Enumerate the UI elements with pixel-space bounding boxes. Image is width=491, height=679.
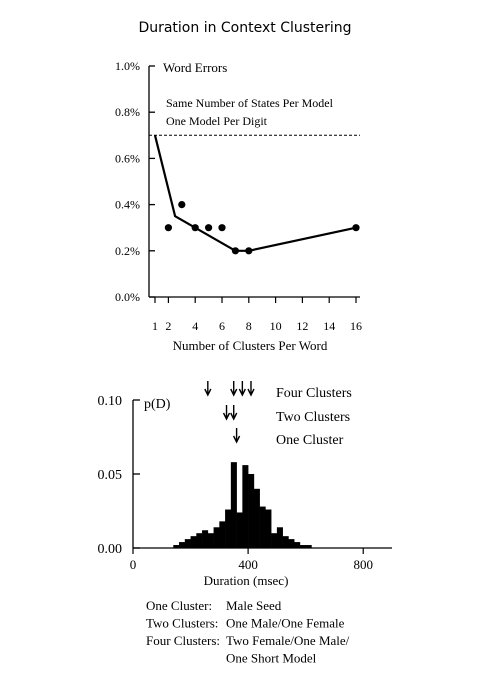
histogram-bar [242,465,249,548]
legend-key: One Cluster: [146,598,212,613]
histogram-bar [236,512,243,548]
cluster-arrow [230,381,238,397]
top-y-tick-label: 1.0% [115,59,140,73]
histogram-bar [184,539,191,548]
histogram-bar [213,527,220,548]
histogram-bar [271,533,278,548]
legend-value: One Short Model [226,651,317,666]
top-y-axis-label: Word Errors [163,60,227,75]
top-x-tick-label: 10 [270,319,282,333]
cluster-arrow [222,405,231,421]
top-x-axis-label: Number of Clusters Per Word [173,338,328,353]
histogram-bar [173,545,180,548]
top-x-tick-label: 4 [192,319,198,333]
bottom-x-tick-label: 800 [353,557,373,572]
histogram-bar [179,542,186,548]
error-data-point [205,224,213,232]
top-y-tick-label: 0.8% [115,105,140,119]
cluster-arrow [204,381,212,397]
legend-key: Two Clusters: [146,616,218,631]
bottom-y-tick-label: 0.05 [98,468,123,483]
error-data-point [191,224,199,232]
error-data-point [352,224,360,232]
histogram-bar [248,474,255,548]
legend-value: Male Seed [226,598,282,613]
histogram-bar [276,527,283,548]
error-data-point [178,201,186,209]
bottom-y-tick-label: 0.00 [98,542,123,557]
error-data-point [231,247,239,255]
histogram-bar [196,533,203,548]
histogram-bar [305,545,312,548]
histogram-bar [288,539,295,548]
cluster-legend: One Cluster: Male Seed Two Clusters: One Ma… [146,598,350,666]
legend-key: Four Clusters: [146,633,220,648]
cluster-group-label: One Cluster [276,433,344,448]
cluster-arrow [232,428,241,444]
histogram-bar [265,509,272,548]
histogram-bar [190,536,197,548]
baseline-label-line2: One Model Per Digit [166,114,268,128]
error-trend-line [153,135,357,252]
top-x-tick-label: 6 [219,319,225,333]
histogram-bar [253,488,260,548]
bottom-x-axis-label: Duration (msec) [204,573,289,588]
histogram-bar [294,542,301,548]
error-data-point [245,247,253,255]
figure-title: Duration in Context Clustering [138,20,351,36]
cluster-arrow [230,405,238,421]
histogram-bar [202,530,209,548]
legend-value: One Male/One Female [226,616,345,631]
top-x-tick-label: 12 [296,319,308,333]
top-x-tick-label: 14 [323,319,335,333]
cluster-arrow [238,381,246,397]
top-y-tick-label: 0.0% [115,290,140,304]
error-data-point [164,224,172,232]
histogram-bar [225,509,232,548]
cluster-group-label: Four Clusters [276,386,352,401]
baseline-label-line1: Same Number of States Per Model [166,96,334,110]
histogram-bar [230,462,237,548]
top-x-tick-label: 16 [350,319,362,333]
duration-histogram: 0.00 0.05 0.10 0 400 800 p(D) Four Clusters T… [98,381,392,588]
bottom-y-tick-label: 0.10 [98,394,123,409]
cluster-group-label: Two Clusters [276,410,350,425]
top-x-tick-label: 8 [246,319,252,333]
top-y-tick-label: 0.4% [115,198,140,212]
bottom-y-axis-label: p(D) [144,397,171,412]
histogram-bar [299,545,306,548]
legend-value: Two Female/One Male/ [226,633,350,648]
error-data-point [218,224,226,232]
bottom-x-tick-label: 400 [238,557,258,572]
top-y-tick-label: 0.2% [115,244,140,258]
word-errors-chart: 0.0% 0.2% 0.4% 0.6% 0.8% 1.0% 1 2 4 6 8 10 12 14 16 W… [115,59,362,353]
bottom-x-tick-label: 0 [130,557,137,572]
histogram-bar [207,533,214,548]
top-y-tick-label: 0.6% [115,151,140,165]
histogram-bar [219,521,226,548]
cluster-arrow [247,381,255,397]
top-x-tick-label: 2 [165,319,171,333]
top-x-tick-label: 1 [152,319,158,333]
histogram-bar [282,536,289,548]
histogram-bar [259,506,266,548]
